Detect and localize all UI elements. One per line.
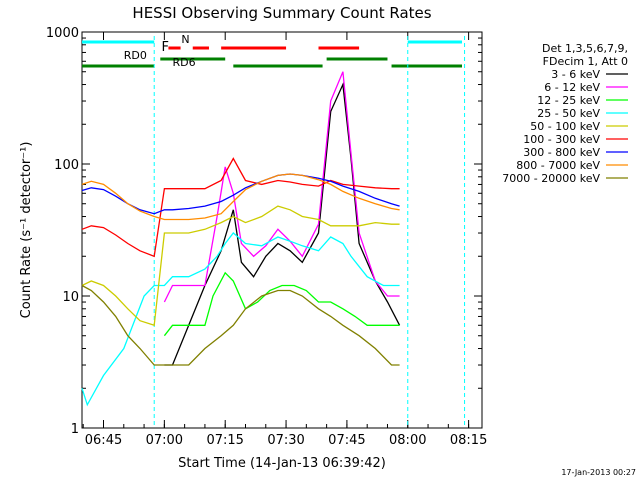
axis-ticks: 06:45 07:00 07:15 07:30 07:45 08:00 08:15 1 10 10…: [46, 26, 487, 448]
series-lines: [81, 71, 401, 407]
y-axis-label: Count Rate (s⁻¹ detector⁻¹): [19, 142, 34, 319]
series-line: [164, 82, 401, 366]
x-tick-label: 07:15: [206, 433, 243, 448]
chart-title: HESSI Observing Summary Count Rates: [132, 4, 431, 22]
x-tick-label: 07:00: [146, 433, 183, 448]
series-line: [81, 232, 400, 407]
legend-entry: 12 - 25 keV: [537, 94, 600, 107]
x-tick-label: 08:00: [389, 433, 426, 448]
annotation-label: F: [162, 40, 169, 55]
legend-header: FDecim 1, Att 0: [543, 55, 628, 68]
legend-entry: 7000 - 20000 keV: [502, 172, 600, 185]
y-tick-label: 100: [54, 158, 79, 173]
series-line: [81, 173, 400, 221]
x-tick-label: 07:30: [267, 433, 304, 448]
series-line: [163, 271, 400, 337]
legend-entry: 300 - 800 keV: [523, 146, 600, 159]
legend-entry: 6 - 12 keV: [544, 81, 600, 94]
series-line: [81, 284, 400, 366]
y-tick-label: 1: [71, 422, 79, 437]
annotation-label: N: [181, 33, 189, 46]
legend-entry: 100 - 300 keV: [523, 133, 600, 146]
legend-entry: 800 - 7000 keV: [516, 159, 600, 172]
footer-timestamp: 17-Jan-2013 00:27: [561, 468, 636, 477]
annotation-bars: FN RD0 RD6: [82, 33, 466, 428]
x-tick-label: 08:15: [450, 433, 487, 448]
plot-frame: [81, 31, 483, 429]
y-tick-label: 1000: [46, 26, 79, 41]
annotation-label: RD6: [172, 56, 195, 69]
legend-entry: 3 - 6 keV: [551, 68, 600, 81]
series-line: [81, 157, 400, 258]
legend-entry: 25 - 50 keV: [537, 107, 600, 120]
x-tick-label: 07:45: [328, 433, 365, 448]
x-axis-label: Start Time (14-Jan-13 06:39:42): [178, 456, 386, 471]
legend-entry: 50 - 100 keV: [530, 120, 600, 133]
legend-header: Det 1,3,5,6,7,9,: [542, 42, 628, 55]
series-line: [81, 205, 400, 327]
x-tick-label: 06:45: [85, 433, 122, 448]
y-tick-label: 10: [62, 290, 79, 305]
annotation-label: RD0: [124, 49, 147, 62]
legend: Det 1,3,5,6,7,9,FDecim 1, Att 03 - 6 keV…: [502, 42, 628, 185]
series-line: [163, 71, 400, 303]
